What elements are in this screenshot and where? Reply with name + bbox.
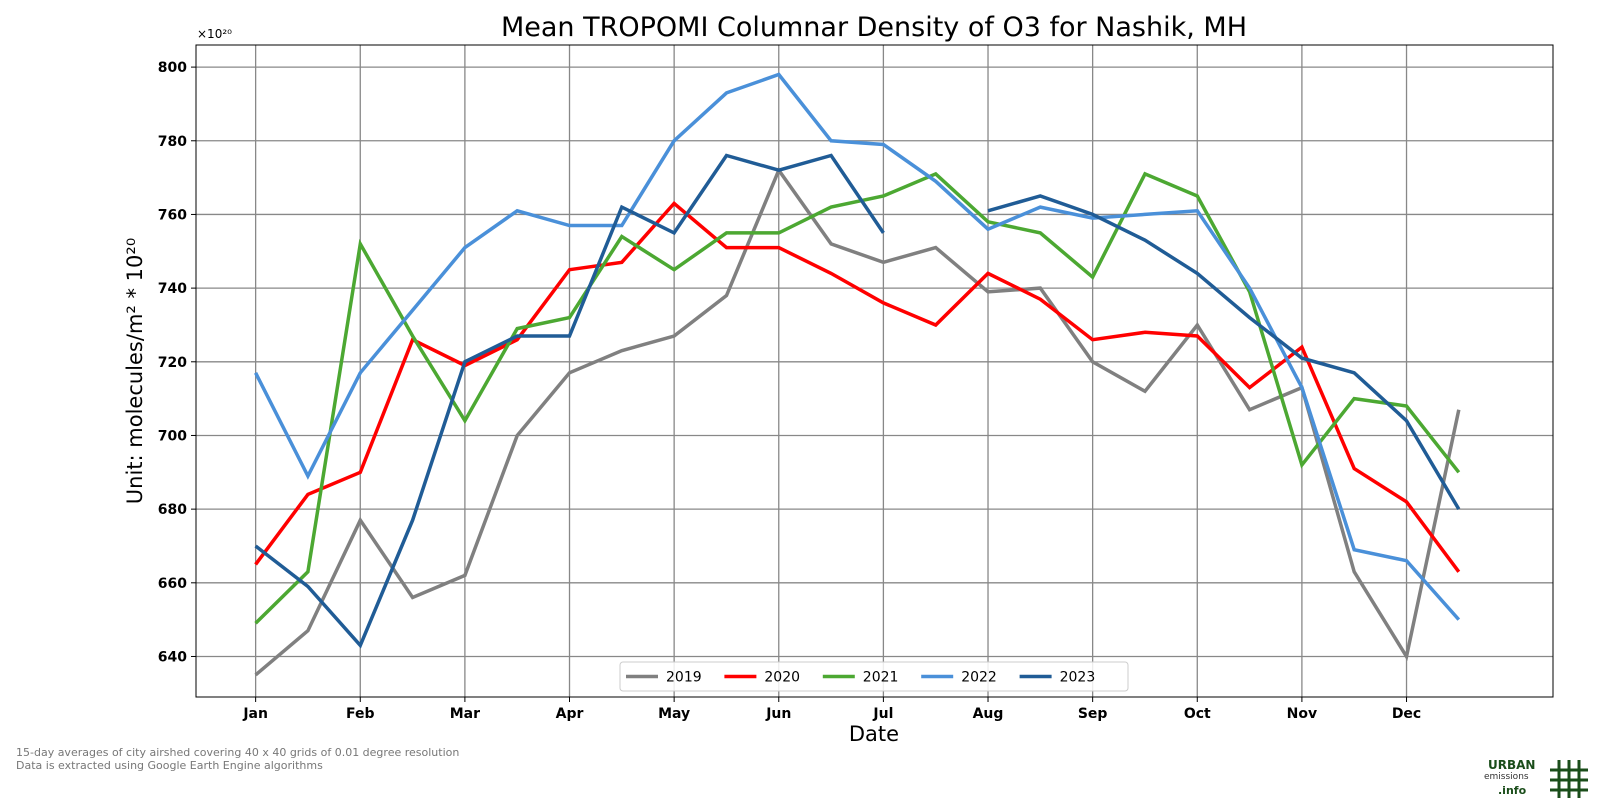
x-tick-label: Aug [973,706,1004,722]
x-tick-label: Jan [242,706,268,722]
footnote-line-1: 15-day averages of city airshed covering… [16,746,460,759]
x-tick-label: Jul [872,706,893,722]
series-lines [254,72,1461,677]
x-tick-label: Apr [556,706,584,722]
x-tick-label: Dec [1392,706,1421,722]
y-tick-label: 800 [158,60,187,76]
logo-text-urban: URBAN [1488,758,1536,772]
legend-box [619,661,1129,692]
footnote-line-2: Data is extracted using Google Earth Eng… [16,759,323,772]
plot-frame [195,44,1554,698]
legend-label: 2019 [666,670,702,686]
series-line-2019 [254,166,1461,677]
series-line-2021 [254,171,1461,625]
legend-label: 2021 [863,670,899,686]
ticks: Jan Feb Mar Apr May Jun Jul Aug Sep Oct Nov Dec 640 6… [158,60,1421,722]
y-multiplier: ×10²⁰ [197,27,232,41]
legend-label: 2020 [764,670,800,686]
logo-grid-icon [1550,760,1588,798]
logo-text-info: .info [1498,784,1527,797]
x-tick-label: Mar [450,706,480,722]
urban-emissions-logo: URBAN emissions .info [1484,758,1594,798]
series-line-2022 [254,72,1461,621]
y-tick-label: 780 [158,134,187,150]
x-axis-label: Date [849,722,899,746]
y-tick-label: 720 [158,355,187,371]
y-tick-label: 740 [158,281,187,297]
legend-label: 2023 [1060,670,1096,686]
x-tick-label: Oct [1184,706,1211,722]
x-tick-label: Sep [1078,706,1108,722]
x-tick-label: Nov [1287,706,1317,722]
y-tick-label: 700 [158,428,187,444]
grid [196,45,1553,697]
chart-title: Mean TROPOMI Columnar Density of O3 for … [501,12,1247,43]
y-tick-label: 680 [158,502,187,518]
x-tick-label: May [658,706,690,722]
x-tick-label: Feb [346,706,375,722]
y-tick-label: 640 [158,649,187,665]
y-axis-label: Unit: molecules/m² * 10²⁰ [123,238,147,504]
y-tick-label: 760 [158,207,187,223]
series-line-2023 [254,153,1461,649]
series-line-2020 [254,200,1461,573]
legend-label: 2022 [961,670,997,686]
x-tick-label: Jun [765,706,791,722]
legend: 2019 2020 2021 2022 2023 [619,661,1129,692]
logo-text-emissions: emissions [1484,772,1529,782]
y-tick-label: 660 [158,576,187,592]
